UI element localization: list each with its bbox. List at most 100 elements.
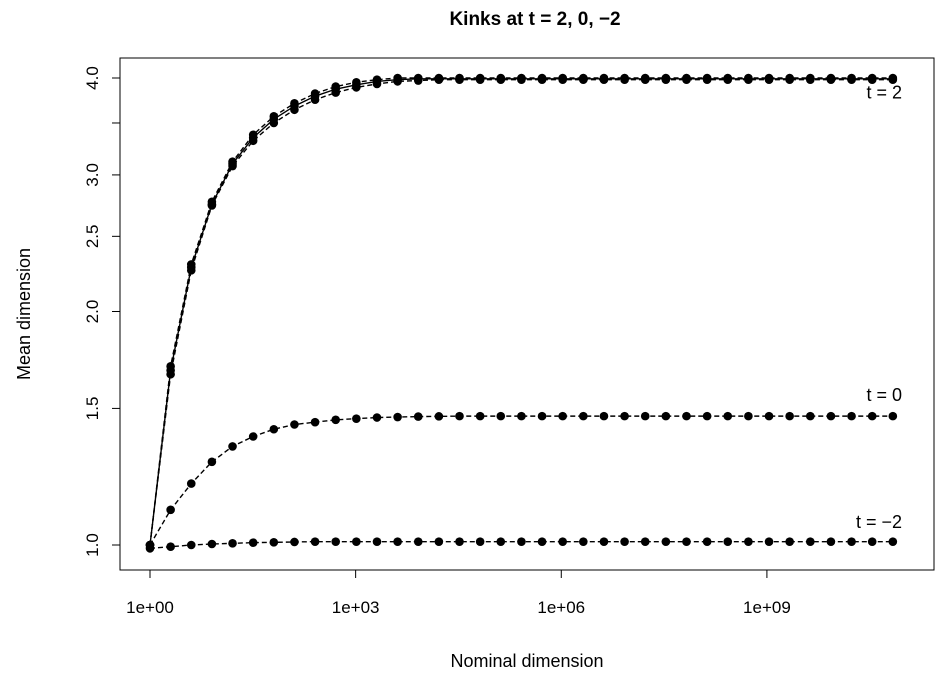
data-point <box>867 73 877 83</box>
x-tick-label: 1e+06 <box>537 598 585 617</box>
data-point <box>558 73 567 83</box>
data-point <box>228 157 237 166</box>
data-point <box>640 73 650 83</box>
data-point <box>310 89 320 98</box>
data-point <box>496 411 506 421</box>
data-point <box>166 505 175 515</box>
data-point <box>723 411 733 421</box>
data-point <box>537 73 547 83</box>
data-point <box>475 73 485 83</box>
data-point <box>599 411 609 421</box>
data-point <box>826 73 836 83</box>
data-point <box>269 538 279 547</box>
data-point <box>290 537 299 547</box>
data-point <box>826 411 836 421</box>
data-point <box>228 539 237 548</box>
x-tick-label: 1e+09 <box>743 598 791 617</box>
data-point <box>785 73 794 83</box>
data-point <box>186 260 196 269</box>
data-point <box>764 537 774 546</box>
data-point <box>517 411 526 421</box>
data-point <box>620 73 629 83</box>
y-tick-label: 1.0 <box>83 533 102 557</box>
data-point <box>847 537 856 546</box>
data-point <box>867 537 877 546</box>
data-point <box>290 420 299 429</box>
data-point <box>413 412 423 421</box>
series-annotation: t = 0 <box>866 385 902 405</box>
y-axis: 1.0 1.5 2.0 2.5 3.0 4.0 <box>83 66 121 557</box>
data-point <box>682 537 691 546</box>
data-point <box>310 417 320 427</box>
data-point <box>599 73 609 83</box>
data-point <box>661 411 671 421</box>
data-point <box>331 82 341 91</box>
data-point <box>475 411 485 421</box>
data-point <box>888 411 898 421</box>
data-point <box>455 537 464 546</box>
data-point <box>723 537 733 546</box>
data-point <box>352 414 361 423</box>
data-point <box>269 112 279 121</box>
data-point <box>826 537 836 546</box>
data-point <box>764 411 774 421</box>
data-point <box>372 413 382 422</box>
y-tick-label: 3.0 <box>83 163 102 187</box>
data-point <box>888 537 898 546</box>
data-point <box>517 73 526 83</box>
x-axis-label: Nominal dimension <box>450 651 603 671</box>
data-point <box>579 537 588 546</box>
series-line <box>149 415 893 546</box>
data-point <box>537 537 547 546</box>
data-point <box>455 411 464 421</box>
data-point <box>434 73 444 83</box>
y-tick-label: 2.0 <box>83 300 102 324</box>
data-point <box>558 537 567 546</box>
data-point <box>785 537 794 546</box>
data-point <box>413 537 423 546</box>
series-line <box>149 78 893 546</box>
data-point <box>207 539 217 549</box>
data-point <box>847 73 856 83</box>
data-point <box>806 411 815 421</box>
x-tick-label: 1e+00 <box>126 598 174 617</box>
data-point <box>269 424 279 434</box>
data-point <box>248 432 258 441</box>
data-point <box>558 411 567 421</box>
series-lines <box>149 77 893 550</box>
data-point <box>537 411 547 421</box>
data-point <box>785 411 794 421</box>
y-tick-label: 2.5 <box>83 225 102 249</box>
series-annotation: t = 2 <box>866 83 902 103</box>
data-point <box>352 77 361 87</box>
data-point <box>579 411 588 421</box>
data-point <box>248 538 258 547</box>
data-point <box>702 411 712 421</box>
data-point <box>248 130 258 140</box>
data-point <box>166 542 175 551</box>
data-point <box>661 73 671 83</box>
data-point <box>764 73 774 83</box>
series-line <box>149 78 893 546</box>
data-point <box>434 412 444 421</box>
data-point <box>290 99 299 108</box>
data-point <box>640 411 650 421</box>
data-point <box>372 75 382 84</box>
data-point <box>496 73 506 83</box>
data-point <box>702 73 712 83</box>
data-point <box>145 544 155 553</box>
data-point <box>867 411 877 421</box>
y-tick-label: 1.5 <box>83 397 102 421</box>
data-point <box>455 73 464 83</box>
data-point <box>393 537 402 546</box>
data-point <box>186 540 196 550</box>
data-point <box>806 537 815 546</box>
y-axis-label: Mean dimension <box>14 248 34 380</box>
data-point <box>207 457 217 467</box>
data-point <box>744 411 753 421</box>
data-point <box>579 73 588 83</box>
x-axis: 1e+00 1e+03 1e+06 1e+09 <box>126 569 791 617</box>
data-point <box>413 73 423 83</box>
data-point <box>744 537 753 546</box>
